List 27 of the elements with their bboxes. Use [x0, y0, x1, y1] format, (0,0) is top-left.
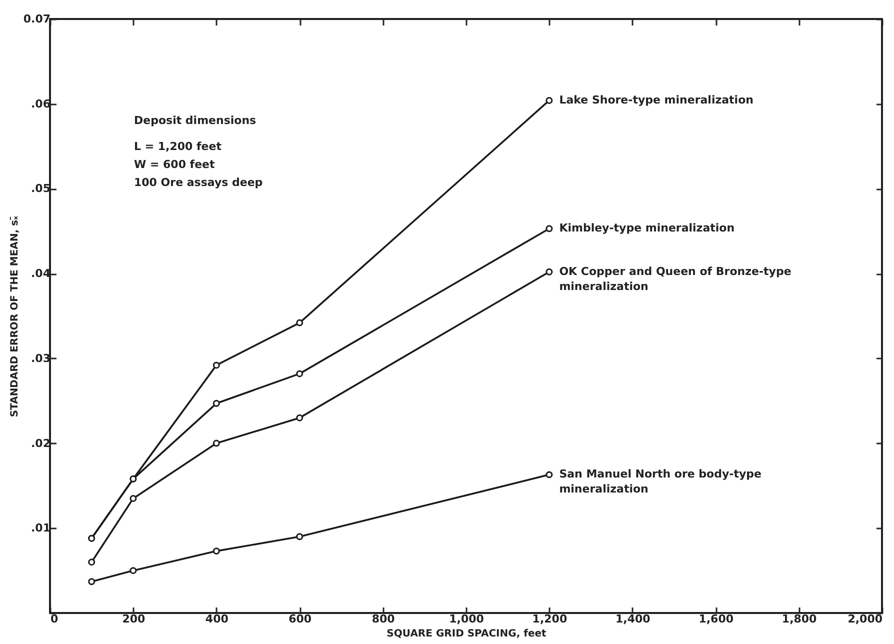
annotation: W = 600 feet: [134, 158, 215, 171]
x-tick-label: 2,000: [848, 612, 883, 626]
series-label: San Manuel North ore body-type mineralization: [559, 468, 762, 496]
x-tick-label: 1,200: [532, 612, 568, 626]
y-tick-label: 0.07: [23, 12, 50, 26]
series-label: Lake Shore-type mineralization: [559, 93, 754, 106]
y-tick-label: .04: [31, 267, 51, 280]
annotation: L = 1,200 feet: [134, 140, 222, 153]
x-axis-title: SQUARE GRID SPACING, feet: [386, 628, 547, 640]
series-label: Kimbley-type mineralization: [559, 222, 735, 235]
y-tick-label: .02: [31, 436, 50, 450]
x-tick-label: 0: [50, 612, 58, 626]
x-tick-label: 1,800: [782, 612, 818, 626]
y-tick-label: .05: [31, 182, 50, 196]
x-tick-label: 800: [372, 612, 396, 626]
y-tick-label: .01: [31, 522, 50, 535]
series-label: OK Copper and Queen of Bronze-type mineralization: [559, 264, 792, 293]
x-tick-label: 200: [122, 612, 146, 626]
x-tick-label: 400: [205, 612, 229, 626]
annotation: Deposit dimensions: [134, 114, 257, 127]
y-axis-title: STANDARD ERROR OF THE MEAN, sₓ̄: [9, 214, 20, 418]
annotation: 100 Ore assays deep: [134, 176, 263, 189]
x-tick-label: 1,400: [616, 612, 651, 626]
x-tick-label: 1,600: [698, 612, 734, 626]
y-tick-label: .03: [31, 352, 50, 365]
x-tick-label: 600: [288, 612, 312, 626]
x-tick-label: 1,000: [449, 612, 484, 626]
